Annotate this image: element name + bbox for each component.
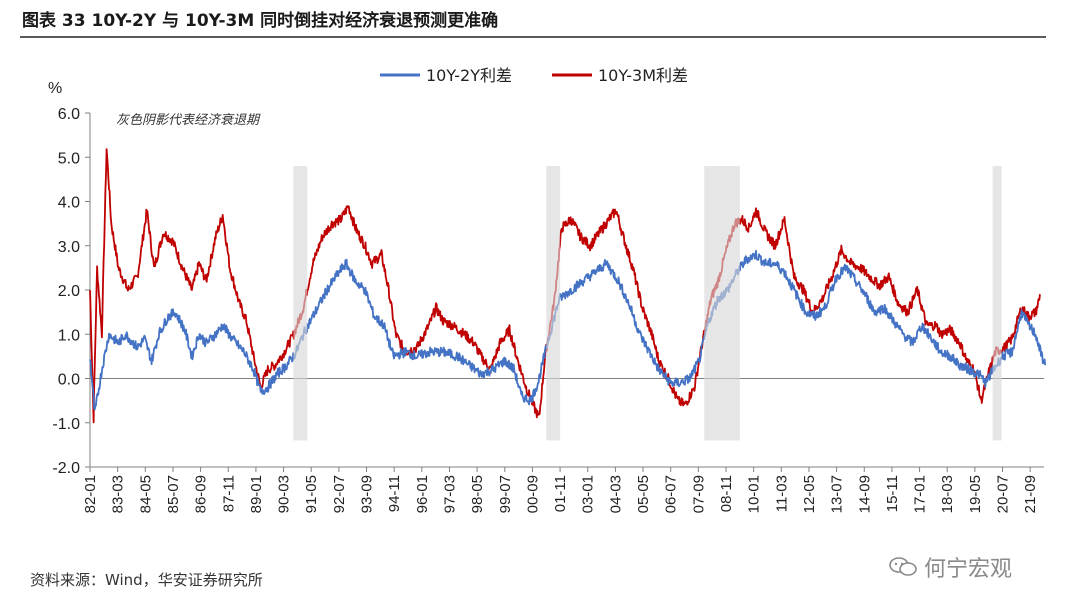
x-tick-label: 83-03 — [110, 475, 127, 513]
legend-item-10y2y-label: 10Y-2Y利差 — [426, 66, 512, 85]
x-tick-label: 99-07 — [497, 475, 514, 513]
watermark: 何宁宏观 — [888, 551, 1012, 583]
y-tick-label: 0.0 — [58, 372, 80, 389]
x-tick-label: 19-05 — [967, 475, 984, 513]
x-tick-label: 04-03 — [607, 475, 624, 513]
recession-band-3 — [704, 166, 740, 441]
x-tick-label: 17-01 — [912, 475, 929, 513]
x-tick-label: 18-03 — [939, 475, 956, 513]
recession-band-2 — [546, 166, 561, 441]
x-tick-label: 86-09 — [193, 475, 210, 513]
legend-item-10y3m-label: 10Y-3M利差 — [598, 66, 688, 85]
x-tick-label: 15-11 — [884, 475, 901, 512]
x-tick-label: 89-01 — [248, 475, 265, 513]
y-tick-label: 2.0 — [58, 283, 80, 300]
x-tick-label: 90-03 — [276, 475, 293, 513]
x-tick-label: 21-09 — [1022, 475, 1039, 513]
recession-annotation: 灰色阴影代表经济衰退期 — [116, 113, 261, 128]
x-tick-label: 08-11 — [718, 475, 735, 512]
x-tick-label: 85-07 — [165, 475, 182, 513]
watermark-text: 何宁宏观 — [924, 557, 1013, 582]
y-tick-label: 6.0 — [58, 106, 80, 123]
y-axis-unit-label: % — [48, 80, 62, 97]
chart-title: 图表 33 10Y-2Y 与 10Y-3M 同时倒挂对经济衰退预测更准确 — [22, 11, 499, 31]
x-tick-label: 98-05 — [469, 475, 486, 513]
x-tick-label: 07-09 — [690, 475, 707, 513]
series-line-10y3m — [89, 148, 1042, 424]
y-tick-label: -1.0 — [52, 416, 80, 433]
x-tick-label: 97-03 — [441, 475, 458, 513]
x-tick-label: 20-07 — [995, 475, 1012, 513]
recession-band-1 — [293, 166, 308, 441]
x-tick-label: 96-01 — [414, 475, 431, 513]
x-tick-label: 12-05 — [801, 475, 818, 513]
x-tick-label: 94-11 — [386, 475, 403, 512]
x-tick-label: 87-11 — [220, 475, 237, 512]
x-tick-label: 01-11 — [552, 475, 569, 512]
x-tick-label: 00-09 — [524, 475, 541, 513]
x-tick-label: 05-05 — [635, 475, 652, 513]
y-tick-label: 3.0 — [58, 239, 80, 256]
x-tick-label: 93-09 — [359, 475, 376, 513]
x-tick-label: 11-03 — [773, 475, 790, 512]
y-tick-label: 4.0 — [58, 195, 80, 212]
recession-band-4 — [992, 166, 1002, 441]
wechat-icon — [889, 557, 917, 576]
y-tick-label: -2.0 — [52, 460, 80, 477]
x-tick-label: 84-05 — [137, 475, 154, 513]
y-tick-label: 5.0 — [58, 150, 80, 167]
source-note: 资料来源：Wind，华安证券研究所 — [30, 571, 263, 589]
series-line-10y2y — [89, 249, 1047, 411]
x-tick-label: 92-07 — [331, 475, 348, 513]
x-tick-label: 91-05 — [303, 475, 320, 513]
x-tick-label: 13-07 — [829, 475, 846, 513]
x-tick-label: 82-01 — [82, 475, 99, 513]
x-tick-label: 03-01 — [580, 475, 597, 513]
y-tick-label: 1.0 — [58, 327, 80, 344]
x-tick-label: 06-07 — [663, 475, 680, 513]
x-tick-label: 10-01 — [746, 475, 763, 513]
title-divider — [20, 36, 1046, 38]
x-tick-label: 14-09 — [856, 475, 873, 513]
